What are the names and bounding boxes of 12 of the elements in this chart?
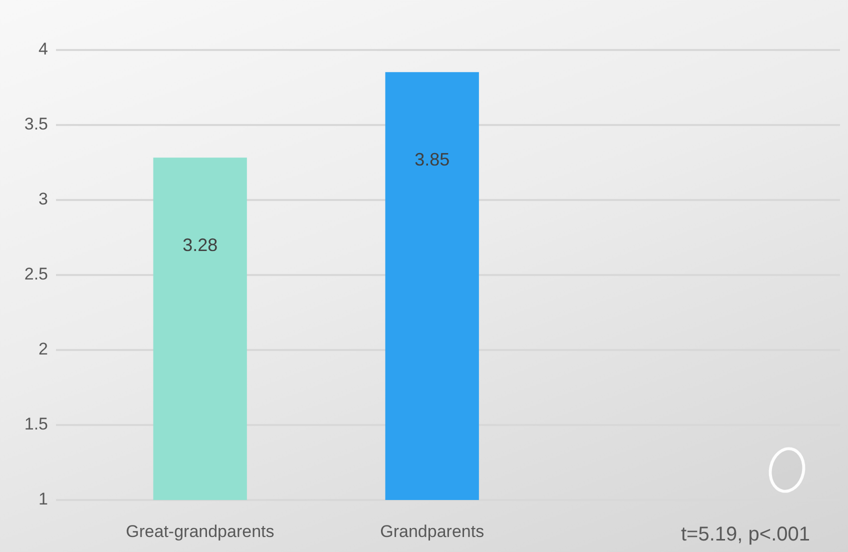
x-tick-label: Great-grandparents <box>126 522 274 541</box>
y-tick-label: 1.5 <box>24 414 48 434</box>
y-tick-label: 3 <box>38 190 48 209</box>
y-tick-label: 2 <box>38 340 48 359</box>
y-tick-label: 2.5 <box>24 264 48 284</box>
data-label: 3.85 <box>414 149 450 170</box>
y-tick-label: 4 <box>38 40 48 59</box>
text: t=5.19, p<.001 <box>680 524 810 546</box>
data-label: 3.28 <box>182 234 218 255</box>
y-tick-label: 3.5 <box>24 114 48 134</box>
y-tick-label: 1 <box>38 490 48 509</box>
x-tick-label: Grandparents <box>380 522 484 541</box>
